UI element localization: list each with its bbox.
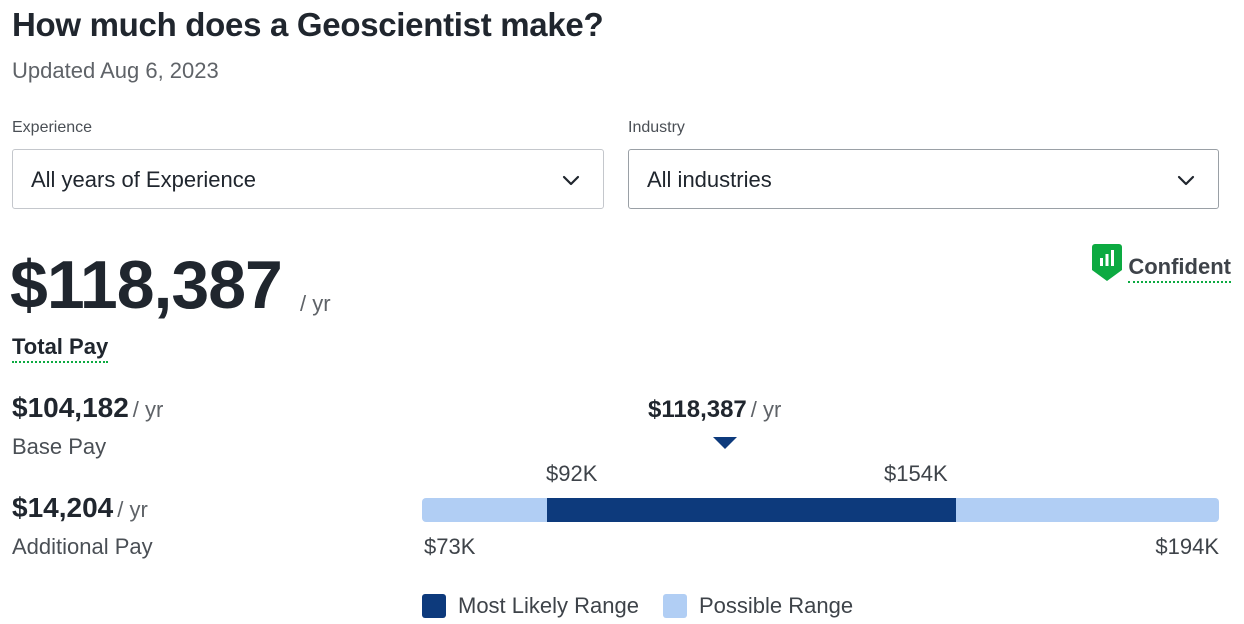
likely-low-label: $92K [546,461,598,486]
base-pay-value: $104,182 [12,392,129,423]
additional-pay-amount: $14,204/ yr [12,492,148,524]
page-title: How much does a Geoscientist make? [12,6,604,43]
industry-filter-label: Industry [628,119,685,136]
experience-select[interactable]: All years of Experience [12,149,604,209]
median-pay-value: $118,387 [648,396,747,423]
median-marker-icon [713,437,737,449]
additional-pay-value: $14,204 [12,492,114,523]
range-legend: Most Likely Range Possible Range [422,593,877,619]
possible-legend-label: Possible Range [698,593,854,618]
most-likely-range-bar [547,498,956,522]
additional-pay-unit: / yr [117,497,148,522]
total-pay-label[interactable]: Total Pay [12,334,109,363]
confidence-label: Confident [1128,254,1231,283]
most-likely-legend-label: Most Likely Range [458,593,639,618]
possible-swatch [662,594,687,618]
industry-select-value: All industries [647,167,772,192]
possible-range-bar [422,498,1219,522]
total-pay-unit: / yr [300,291,331,316]
possible-high-label: $194K [1155,534,1219,559]
base-pay-label: Base Pay [12,434,107,459]
chevron-down-icon [1177,175,1195,186]
base-pay-unit: / yr [132,397,164,422]
chevron-down-icon [562,175,580,186]
total-pay-amount: $118,387 [10,247,283,323]
updated-date: Updated Aug 6, 2023 [12,58,219,83]
most-likely-swatch [422,594,446,618]
industry-select[interactable]: All industries [628,149,1219,209]
experience-filter-label: Experience [12,119,93,136]
median-pay-unit: / yr [750,397,782,422]
bar-chart-shield-icon [1092,244,1123,281]
additional-pay-label: Additional Pay [12,534,153,559]
median-pay-marker-label: $118,387/ yr [648,396,781,424]
base-pay-amount: $104,182/ yr [12,392,163,424]
confidence-badge[interactable]: Confident [1092,244,1231,290]
possible-low-label: $73K [424,534,476,559]
likely-high-label: $154K [884,461,948,486]
experience-select-value: All years of Experience [31,167,256,192]
